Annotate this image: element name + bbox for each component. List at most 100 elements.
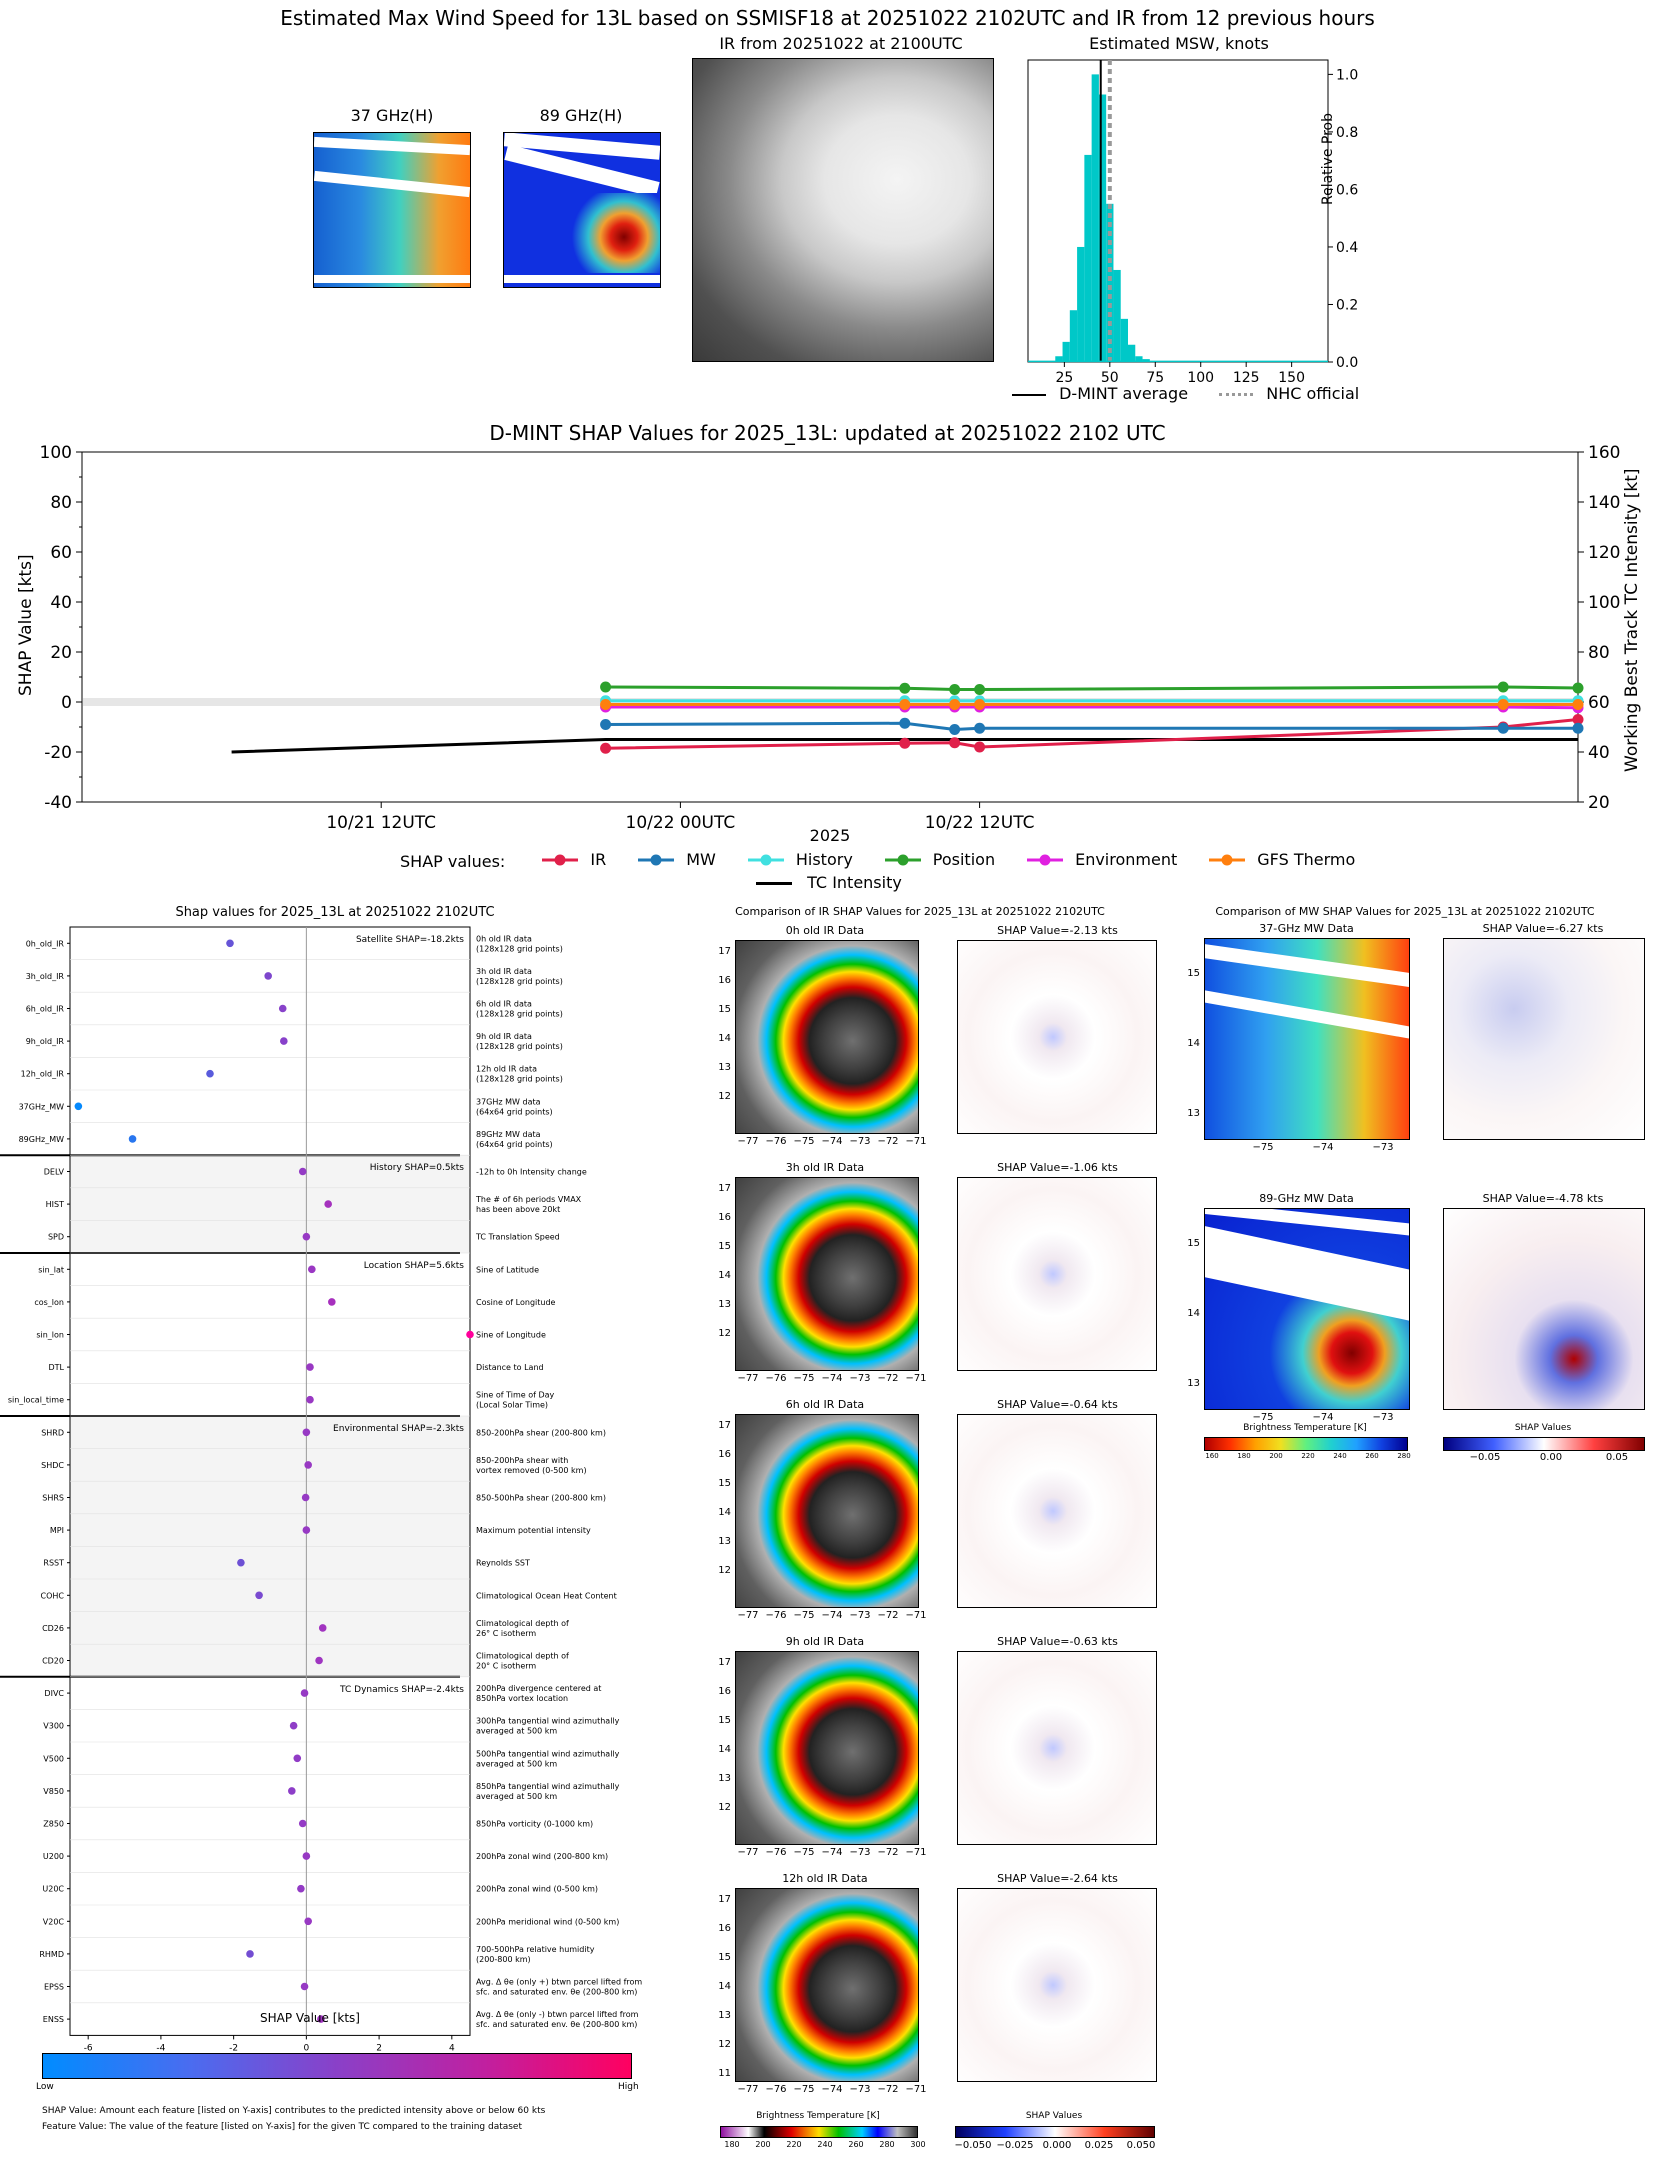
msw-ytick: 0.0 [1336, 355, 1358, 371]
feature-point [264, 972, 272, 980]
mw-compare-title: Comparison of MW SHAP Values for 2025_13… [1215, 905, 1595, 918]
ir-shap-cbar-title: SHAP Values [1025, 2111, 1083, 2121]
msw-xtick: 150 [1278, 370, 1305, 386]
feature-name: RSST [43, 1559, 64, 1568]
feature-xtick: 4 [449, 2043, 455, 2053]
ir-cbar-tick: 300 [910, 2140, 926, 2149]
feature-desc: (128x128 grid points) [476, 977, 563, 986]
feature-name: U200 [43, 1852, 64, 1861]
feature-name: SHDC [41, 1461, 64, 1470]
feature-desc: has been above 20kt [476, 1205, 560, 1214]
ts-left-tick: 60 [50, 543, 72, 563]
legend-title: SHAP values: [400, 851, 506, 871]
feature-name: 0h_old_IR [26, 939, 65, 948]
mw-shap-cbar-title: SHAP Values [1514, 1423, 1572, 1433]
feature-name: Z850 [43, 1820, 64, 1829]
ir-ytick: 17 [718, 946, 731, 957]
ts-right-tick: 160 [1588, 443, 1620, 463]
ir-xtick: −72 [877, 1136, 899, 1147]
feature-desc: vortex removed (0-500 km) [476, 1466, 587, 1475]
feature-point [308, 1265, 316, 1274]
ts-left-tick: 100 [40, 443, 72, 463]
feature-point [297, 1884, 305, 1893]
ir-data-title: 0h old IR Data [785, 924, 865, 937]
ir-cbar-tick: 280 [879, 2140, 895, 2149]
ir-xtick: −71 [905, 1373, 927, 1384]
ir-shap-cbar-tick: 0.050 [1126, 2140, 1156, 2151]
feature-desc: sfc. and saturated env. θe (200-800 km) [476, 1988, 637, 1997]
legend-item-history: History [746, 850, 853, 869]
ir-xtick: −76 [765, 2084, 787, 2095]
ir-shap-cbar-tick: −0.050 [954, 2140, 992, 2151]
legend-dmint: D-MINT average [1059, 384, 1189, 403]
ir-xtick: −72 [877, 2084, 899, 2095]
ir-xtick: −72 [877, 1373, 899, 1384]
msw-xtick: 75 [1146, 370, 1164, 386]
ir-xtick: −73 [849, 1847, 871, 1858]
feature-point [302, 1428, 311, 1437]
feature-name: sin_lon [36, 1331, 64, 1340]
ir-xtick: −77 [737, 1136, 759, 1147]
mw-ytick: 13 [1187, 1108, 1200, 1119]
ir-cbar-tick: 240 [817, 2140, 833, 2149]
feature-name: ENSS [43, 2015, 64, 2024]
msw-xtick: 125 [1233, 370, 1260, 386]
ir-title: IR from 20251022 at 2100UTC [719, 34, 963, 53]
ir-shap-image [957, 940, 1157, 1134]
feature-desc: -12h to 0h Intensity change [476, 1168, 587, 1177]
feature-name: sin_lat [38, 1265, 64, 1274]
ir-ytick: 16 [718, 975, 731, 986]
ir-xtick: −75 [793, 2084, 815, 2095]
feature-point [301, 1493, 310, 1502]
ir-ytick: 15 [718, 1715, 731, 1726]
ir-cbar-tick: 200 [755, 2140, 771, 2149]
ir-compare-title: Comparison of IR SHAP Values for 2025_13… [735, 905, 1105, 918]
ir-data-title: 12h old IR Data [782, 1872, 868, 1885]
feature-desc: (128x128 grid points) [476, 944, 563, 953]
ir-xtick: −72 [877, 1610, 899, 1621]
main-title: Estimated Max Wind Speed for 13L based o… [280, 6, 1375, 30]
mw-shap-title: SHAP Value=-4.78 kts [1482, 1192, 1604, 1205]
ir-ytick: 13 [718, 1536, 731, 1547]
ir-cbar-ticks: 180 200 220 240 260 280 300 [720, 2140, 925, 2150]
mw89-title: 89 GHz(H) [539, 106, 623, 125]
feature-desc: Climatological Ocean Heat Content [476, 1591, 617, 1600]
feature-desc: sfc. and saturated env. θe (200-800 km) [476, 2020, 637, 2029]
ir-ytick: 14 [718, 1507, 731, 1518]
shap-ts-legend-tc: TC Intensity [756, 873, 902, 892]
msw-ytick: 0.8 [1336, 125, 1358, 141]
mw-cbar-title: Brightness Temperature [K] [1243, 1423, 1367, 1433]
ir-shap-cbar [955, 2126, 1155, 2138]
mw-shap-title: SHAP Value=-6.27 kts [1482, 922, 1604, 935]
ir-shap-cbar-tick: 0.000 [1042, 2140, 1072, 2151]
feature-point [306, 1363, 314, 1371]
feature-note-2: Feature Value: The value of the feature … [42, 2122, 523, 2132]
feature-name: V20C [43, 1917, 65, 1926]
series-point [899, 699, 911, 710]
ir-xtick: −75 [793, 1610, 815, 1621]
feature-name: RHMD [39, 1950, 64, 1959]
msw-ytick: 0.2 [1336, 297, 1358, 313]
feature-point [74, 1102, 83, 1111]
msw-ylabel: Relative Prob [1320, 112, 1336, 205]
mw-shap-cbar-tick: 0.05 [1605, 1452, 1629, 1463]
msw-bar [1055, 356, 1063, 362]
ir-ytick: 17 [718, 1420, 731, 1431]
mw-ytick: 15 [1187, 968, 1200, 979]
feature-xtick: -6 [84, 2043, 93, 2053]
feature-xtick: -2 [229, 2043, 238, 2053]
mw-cbar-tick: 260 [1365, 1452, 1379, 1460]
feature-name: DIVC [44, 1689, 64, 1698]
series-point [899, 737, 911, 749]
feature-desc: (128x128 grid points) [476, 1042, 563, 1051]
ts-xtick: 10/22 12UTC [925, 813, 1035, 833]
ts-left-tick: 80 [50, 493, 72, 513]
feature-desc: Avg. Δ θe (only +) btwn parcel lifted fr… [476, 1978, 642, 1987]
group-label: Location SHAP=5.6kts [364, 1261, 465, 1271]
mw-data-image [1204, 1208, 1410, 1410]
feature-panel-title: Shap values for 2025_13L at 20251022 210… [175, 905, 495, 920]
feature-desc: 12h old IR data [476, 1065, 537, 1074]
group-label: History SHAP=0.5kts [370, 1163, 465, 1173]
ir-ytick: 14 [718, 1270, 731, 1281]
